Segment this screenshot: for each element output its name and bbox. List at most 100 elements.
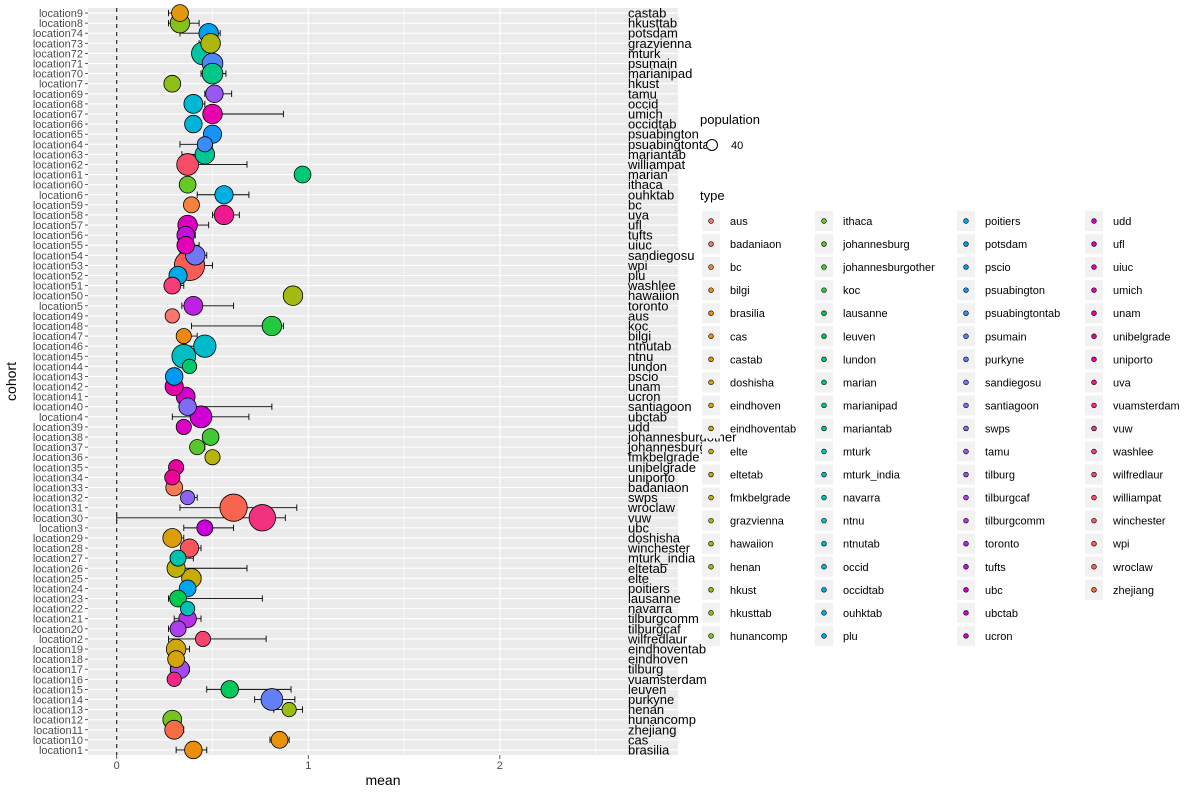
legend-key-dot	[963, 471, 969, 478]
y-tick-label: location33	[33, 482, 83, 494]
y-tick-label: location63	[33, 149, 83, 161]
data-point	[260, 688, 284, 711]
site-label: tufts	[628, 228, 653, 243]
legend-key-dot	[821, 587, 827, 593]
legend-type-label: koc	[843, 285, 861, 297]
legend-type-label: tilburgcomm	[985, 516, 1045, 528]
y-tick-label: location18	[33, 654, 83, 666]
y-tick-label: location26	[33, 563, 83, 575]
legend-key-dot	[1091, 540, 1097, 547]
data-point	[213, 204, 235, 226]
legend-type-label: mariantab	[843, 423, 892, 435]
site-labels: castabhkusttabpotsdamgrazviennamturkpsum…	[627, 6, 737, 758]
legend-type-label: eltetab	[730, 470, 763, 482]
data-point	[169, 620, 187, 638]
y-tick-label: location12	[33, 715, 83, 727]
legend-key-dot	[963, 610, 969, 616]
legend-type-item: wroclaw	[1085, 556, 1153, 577]
site-label: ucron	[628, 389, 661, 404]
legend-key-dot	[1091, 402, 1097, 409]
legend-type-item: johannesburg	[815, 234, 910, 255]
legend-type-label: williampat	[1112, 493, 1161, 505]
legend-type-entries: aus badaniaon bc bilgi brasilia cas castab dosh…	[702, 211, 1180, 646]
y-tick-label: location62	[33, 159, 83, 171]
y-tick-label: location60	[33, 180, 83, 192]
site-label: eindhoven	[628, 652, 688, 667]
site-label: sandiegosu	[628, 248, 695, 263]
data-point	[181, 358, 198, 374]
legend-size-label: 40	[731, 140, 743, 152]
legend-type-item: toronto	[957, 533, 1019, 554]
legend-key-dot	[1091, 241, 1097, 247]
y-tick-label: location73	[33, 38, 83, 50]
data-point	[176, 236, 195, 255]
y-tick-label: location27	[33, 553, 83, 565]
data-point	[162, 528, 183, 548]
legend-type-item: johannesburgother	[815, 257, 935, 278]
x-axis-ticks: 0 1 2	[114, 755, 503, 772]
y-tick-label: location56	[33, 230, 83, 242]
y-tick-label: location70	[33, 69, 83, 81]
legend-type-item: potsdam	[957, 234, 1027, 255]
data-point	[169, 589, 187, 608]
legend-type-label: zhejiang	[1113, 585, 1154, 597]
legend-type-label: wpi	[1112, 539, 1130, 551]
site-label: grazvienna	[628, 36, 692, 51]
legend-type-label: tamu	[985, 447, 1009, 459]
legend-key-dot	[821, 402, 827, 409]
site-label: winchester	[627, 541, 691, 556]
site-label: hawaiion	[628, 288, 679, 303]
legend-type-label: tilburg	[985, 470, 1015, 482]
site-label: lundon	[628, 359, 667, 374]
legend-type-item: henan	[702, 556, 761, 577]
legend-key-dot	[708, 564, 714, 570]
site-label: eindhoventab	[628, 642, 706, 657]
y-tick-label: location23	[33, 594, 83, 606]
y-tick-label: location6	[39, 190, 83, 202]
site-label: wpi	[627, 258, 648, 273]
site-label: umich	[628, 106, 663, 121]
legend-type-label: psumain	[985, 331, 1027, 343]
legend-type-label: plu	[843, 631, 858, 643]
legend-type-item: santiagoon	[957, 395, 1039, 416]
site-label: vuw	[628, 510, 652, 525]
legend-key-dot	[821, 610, 827, 616]
legend-type-item: ubc	[957, 579, 1003, 600]
data-point	[183, 94, 204, 114]
legend-type-label: bilgi	[730, 285, 750, 297]
y-tick-label: location19	[33, 644, 83, 656]
legend-type-item: hkust	[702, 579, 756, 600]
legend-type-item: castab	[702, 349, 762, 370]
legend-type-label: hkusttab	[730, 608, 772, 620]
site-label: doshisha	[628, 530, 681, 545]
y-tick-label: location35	[33, 462, 83, 474]
y-tick-label: location69	[33, 89, 83, 101]
site-label: tilburgcaf	[628, 621, 681, 636]
legend-type-title: type	[700, 188, 725, 203]
legend-key-dot	[1091, 356, 1097, 362]
legend-type-label: bc	[730, 262, 742, 274]
y-tick-label: location31	[33, 503, 83, 515]
data-point	[205, 84, 224, 103]
legend-key-dot	[821, 218, 827, 224]
site-label: koc	[628, 318, 649, 333]
site-label: ntnu	[628, 349, 653, 364]
y-tick-label: location74	[33, 28, 83, 40]
legend-key-dot	[821, 448, 827, 455]
legend-key-dot	[963, 540, 969, 547]
y-tick-label: location68	[33, 99, 83, 111]
x-tick-label: 0	[114, 760, 120, 772]
y-tick-label: location14	[33, 694, 83, 706]
y-tick-label: location2	[39, 634, 83, 646]
site-label: tilburg	[628, 662, 663, 677]
legend-type-item: marian	[815, 372, 877, 393]
y-tick-label: location17	[33, 664, 83, 676]
legend-type-label: ouhktab	[843, 608, 882, 620]
site-label: toronto	[628, 298, 668, 313]
legend-key-dot	[1091, 264, 1097, 270]
legend-type-label: castab	[730, 354, 762, 366]
site-label: ubc	[628, 520, 649, 535]
legend-type-item: wilfredlaur	[1085, 464, 1163, 485]
legend-key-dot	[821, 425, 827, 432]
legend-key-dot	[708, 379, 714, 386]
